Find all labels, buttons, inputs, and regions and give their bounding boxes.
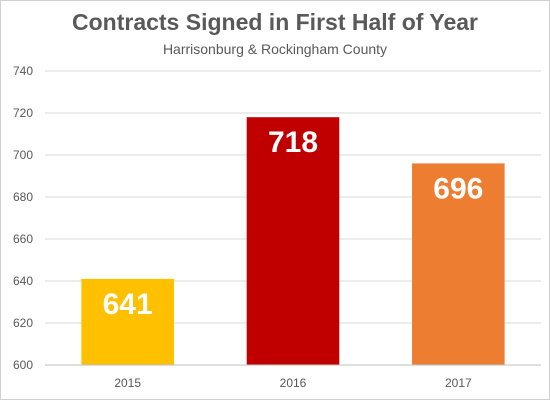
data-label-2016: 718 [268, 126, 318, 159]
y-tick-label: 700 [13, 148, 33, 162]
y-tick-label: 740 [13, 64, 33, 78]
bar-2017 [412, 163, 505, 365]
chart-subtitle: Harrisonburg & Rockingham County [162, 41, 388, 57]
data-label-2015: 641 [103, 288, 153, 321]
x-tick-label: 2016 [280, 376, 307, 390]
chart-title: Contracts Signed in First Half of Year [72, 9, 478, 35]
y-tick-label: 600 [13, 358, 33, 372]
data-label-2017: 696 [433, 172, 483, 205]
x-axis-ticks: 2015 2016 2017 [114, 376, 472, 390]
y-tick-label: 680 [13, 190, 33, 204]
bar-2016 [246, 117, 340, 365]
bar-2015 [81, 278, 174, 365]
bars [81, 117, 505, 365]
bar-data-labels: 641 718 696 [103, 126, 484, 321]
y-tick-label: 720 [13, 106, 33, 120]
y-tick-label: 660 [13, 232, 33, 246]
x-tick-label: 2017 [445, 376, 472, 390]
y-tick-label: 640 [13, 274, 33, 288]
y-axis-ticks: 600 620 640 660 680 700 720 740 [13, 64, 33, 372]
x-tick-label: 2015 [114, 376, 141, 390]
y-tick-label: 620 [13, 316, 33, 330]
